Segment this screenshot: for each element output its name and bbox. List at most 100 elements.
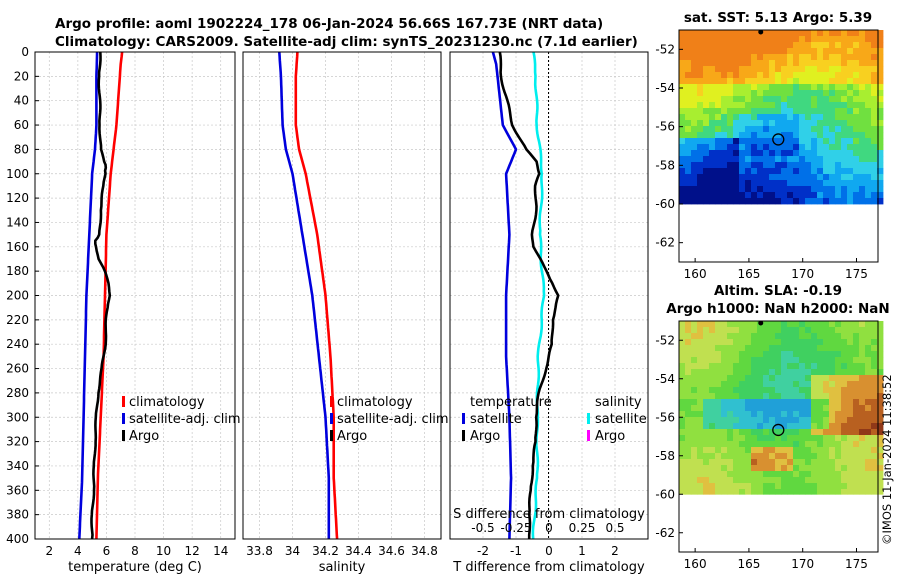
sst-cell <box>703 156 710 163</box>
sla-cell <box>763 375 770 382</box>
sla-cell <box>751 423 758 430</box>
sst-cell <box>865 42 872 49</box>
sst-cell <box>685 120 692 127</box>
sst-cell <box>709 114 716 121</box>
sla-cell <box>805 477 812 484</box>
depth-tick-label: 220 <box>6 313 29 327</box>
sst-cell <box>871 150 878 157</box>
sla-cell <box>703 459 710 466</box>
sla-cell <box>751 477 758 484</box>
sst-cell <box>679 96 686 103</box>
sla-cell <box>865 357 872 364</box>
sla-cell <box>871 369 878 376</box>
sst-cell <box>709 162 716 169</box>
sla-cell <box>823 423 830 430</box>
sla-cell <box>691 447 698 454</box>
sla-cell <box>871 477 878 484</box>
sla-cell <box>745 321 752 328</box>
sst-cell <box>733 54 740 61</box>
sst-cell <box>679 84 686 91</box>
title-line-2: Climatology: CARS2009. Satellite-adj cli… <box>55 34 638 50</box>
sla-cell <box>829 363 836 370</box>
sla-cell <box>685 447 692 454</box>
sst-cell <box>745 198 752 205</box>
sst-cell <box>751 186 758 193</box>
sla-cell <box>691 387 698 394</box>
sla-cell <box>691 465 698 472</box>
sst-cell <box>745 96 752 103</box>
sla-cell <box>805 471 812 478</box>
sst-cell <box>781 96 788 103</box>
sla-cell <box>817 459 824 466</box>
sst-cell <box>703 36 710 43</box>
sla-cell <box>757 345 764 352</box>
sla-cell <box>877 387 884 394</box>
sla-cell <box>745 339 752 346</box>
sla-cell <box>685 387 692 394</box>
sla-cell <box>685 405 692 412</box>
sst-cell <box>751 84 758 91</box>
sla-cell <box>709 345 716 352</box>
sst-cell <box>865 192 872 199</box>
sst-cell <box>835 102 842 109</box>
sla-cell <box>835 471 842 478</box>
sla-cell <box>841 333 848 340</box>
sla-cell <box>697 411 704 418</box>
sla-cell <box>685 345 692 352</box>
x-tick-label: -2 <box>477 544 489 558</box>
sla-cell <box>721 411 728 418</box>
sla-cell <box>817 351 824 358</box>
sla-cell <box>709 435 716 442</box>
salinity-panel: 33.8 34 34.2 34.4 34.6 34.8 salinity climatol… <box>242 51 449 575</box>
sla-cell <box>841 411 848 418</box>
sla-cell <box>757 333 764 340</box>
sst-cell <box>763 48 770 55</box>
sst-cell <box>799 120 806 127</box>
sst-cell <box>781 66 788 73</box>
sst-cell <box>769 78 776 85</box>
sst-cell <box>733 120 740 127</box>
sst-cell <box>793 156 800 163</box>
sla-cell <box>769 453 776 460</box>
sst-cell <box>769 84 776 91</box>
depth-tick-label: 200 <box>6 289 29 303</box>
sla-cell <box>751 399 758 406</box>
sla-cell <box>715 471 722 478</box>
sst-cell <box>691 54 698 61</box>
sla-cell <box>727 441 734 448</box>
temperature-legend: climatology satellite-adj. clim Argo <box>122 395 241 444</box>
sst-cell <box>817 120 824 127</box>
sst-cell <box>829 144 836 151</box>
sla-cell <box>757 357 764 364</box>
sst-cell <box>733 168 740 175</box>
sst-cell <box>793 84 800 91</box>
sla-cell <box>679 375 686 382</box>
sst-cell <box>877 96 884 103</box>
sst-cell <box>751 162 758 169</box>
sla-cell <box>769 429 776 436</box>
sst-cell <box>859 54 866 61</box>
sst-cell <box>787 66 794 73</box>
sst-cell <box>691 96 698 103</box>
sla-cell <box>829 327 836 334</box>
sla-cell <box>793 321 800 328</box>
sst-cell <box>793 54 800 61</box>
sla-cell <box>721 381 728 388</box>
sla-cell <box>829 339 836 346</box>
sla-cell <box>757 477 764 484</box>
sla-cell <box>847 489 854 495</box>
sla-cell <box>697 429 704 436</box>
sla-cell <box>877 333 884 340</box>
sst-cell <box>823 54 830 61</box>
sst-cell <box>817 54 824 61</box>
sla-cell <box>865 429 872 436</box>
sst-cell <box>835 36 842 43</box>
sst-cell <box>727 192 734 199</box>
sst-cell <box>721 168 728 175</box>
legend-argo: Argo <box>129 429 159 444</box>
sst-cell <box>865 114 872 121</box>
depth-tick-label: 320 <box>6 435 29 449</box>
sla-cell <box>709 387 716 394</box>
sst-cell <box>685 54 692 61</box>
sla-cell <box>865 369 872 376</box>
